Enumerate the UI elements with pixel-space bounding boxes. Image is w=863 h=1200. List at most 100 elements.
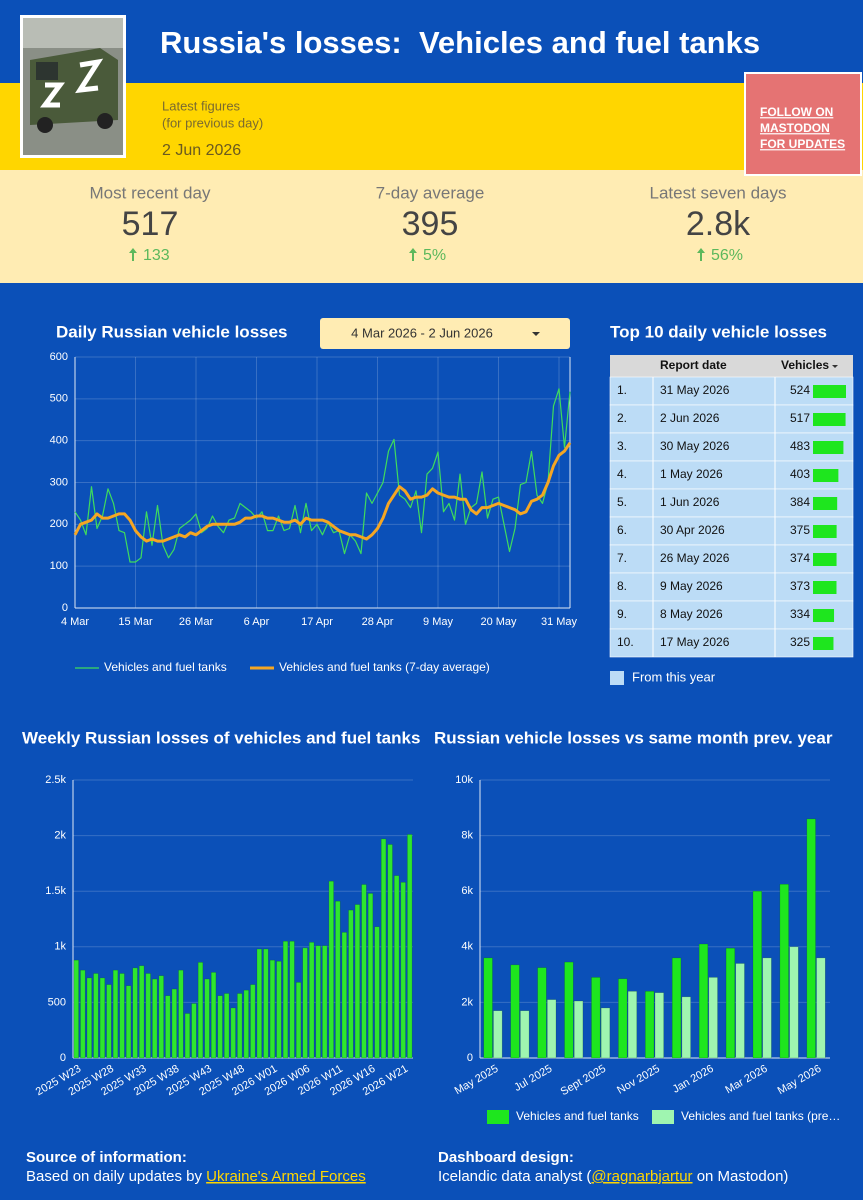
bar xyxy=(361,884,367,1059)
bar xyxy=(139,965,145,1059)
report-date: 1 May 2026 xyxy=(660,467,723,481)
bar xyxy=(698,943,709,1059)
table-legend: From this year xyxy=(632,669,716,684)
bar xyxy=(158,975,164,1059)
up-arrow xyxy=(409,248,417,261)
bar xyxy=(735,963,745,1059)
bar xyxy=(779,884,789,1059)
kpi-change: 56% xyxy=(711,247,743,264)
value-bar xyxy=(813,413,846,426)
design-text: Icelandic data analyst (@ragnarbjartur o… xyxy=(438,1168,788,1185)
report-date: 8 May 2026 xyxy=(660,607,723,621)
bar xyxy=(762,957,772,1059)
legend-swatch xyxy=(610,671,624,685)
report-date: 2 Jun 2026 xyxy=(660,411,720,425)
follow-button[interactable]: FOLLOW ON MASTODON FOR UPDATES xyxy=(744,72,862,176)
legend-label: Vehicles and fuel tanks (pre… xyxy=(681,1109,840,1123)
rank: 4. xyxy=(617,467,627,481)
y-tick-label: 2.5k xyxy=(45,774,66,786)
kpi-label: Most recent day xyxy=(90,183,211,202)
bar xyxy=(99,977,106,1059)
bar xyxy=(483,957,493,1059)
subtitle: (for previous day) xyxy=(162,115,263,130)
date-range[interactable]: 4 Mar 2026 - 2 Jun 2026 xyxy=(351,325,493,340)
y-tick-label: 100 xyxy=(50,560,68,572)
design-title: Dashboard design: xyxy=(438,1149,574,1166)
report-date: 30 Apr 2026 xyxy=(660,523,725,537)
follow-text[interactable]: MASTODON xyxy=(760,121,830,135)
bar xyxy=(295,982,302,1059)
bar xyxy=(816,957,826,1059)
y-tick-label: 1k xyxy=(54,941,66,953)
y-tick-label: 600 xyxy=(50,351,68,363)
bar xyxy=(204,978,210,1059)
y-tick-label: 6k xyxy=(461,885,473,897)
bar xyxy=(315,945,321,1059)
rank: 2. xyxy=(617,411,627,425)
design-link[interactable]: @ragnarbjartur xyxy=(591,1168,692,1185)
table-row xyxy=(609,516,854,546)
table-row xyxy=(609,600,854,630)
bar xyxy=(263,948,269,1059)
bar xyxy=(537,967,547,1059)
bar xyxy=(224,993,230,1059)
bar xyxy=(106,984,112,1059)
x-tick-label: 6 Apr xyxy=(244,616,270,628)
x-tick-label: 26 Mar xyxy=(179,616,214,628)
y-tick-label: 500 xyxy=(48,996,66,1008)
follow-text[interactable]: FOLLOW ON xyxy=(760,105,833,119)
bar xyxy=(335,900,341,1059)
bar xyxy=(493,1010,503,1059)
source-link[interactable]: Ukraine's Armed Forces xyxy=(206,1168,366,1185)
bar xyxy=(322,945,328,1059)
legend-label: Vehicles and fuel tanks xyxy=(516,1109,639,1123)
bar xyxy=(309,942,315,1059)
bar xyxy=(145,973,151,1059)
value: 375 xyxy=(790,523,810,537)
bar xyxy=(564,961,574,1059)
bar xyxy=(282,940,289,1059)
table-row xyxy=(609,572,854,602)
bar xyxy=(374,926,380,1059)
bar xyxy=(269,959,276,1059)
kpi-change: 133 xyxy=(143,247,170,264)
latest-date: 2 Jun 2026 xyxy=(162,142,241,159)
kpi-label: Latest seven days xyxy=(649,183,786,202)
x-tick-label: 9 May xyxy=(423,616,453,628)
value-bar xyxy=(813,469,839,482)
bar xyxy=(230,1007,236,1059)
line-series xyxy=(74,388,571,563)
y-tick-label: 0 xyxy=(62,602,68,614)
date-picker[interactable]: 4 Mar 2026 - 2 Jun 2026 xyxy=(320,318,570,349)
y-tick-label: 2k xyxy=(54,830,66,842)
x-tick-label: 28 Apr xyxy=(362,616,394,628)
photo xyxy=(20,15,126,158)
bar xyxy=(210,972,217,1059)
bar xyxy=(645,991,655,1059)
x-tick-label: 17 Apr xyxy=(301,616,333,628)
rank: 5. xyxy=(617,495,627,509)
follow-text[interactable]: FOR UPDATES xyxy=(760,137,845,151)
bar xyxy=(547,999,557,1059)
source-title: Source of information: xyxy=(26,1149,187,1166)
value-bar xyxy=(813,637,834,650)
bar xyxy=(125,985,132,1059)
x-tick-label: 4 Mar xyxy=(61,616,89,628)
bar xyxy=(380,838,387,1059)
page-title: Russia's losses: Vehicles and fuel tanks xyxy=(160,25,760,60)
bar xyxy=(627,991,638,1059)
bar xyxy=(600,1007,611,1059)
legend-swatch xyxy=(652,1110,674,1124)
bar xyxy=(93,973,99,1059)
y-tick-label: 1.5k xyxy=(45,885,66,897)
table-row xyxy=(609,376,854,406)
bar xyxy=(591,977,601,1059)
rank: 8. xyxy=(617,579,627,593)
table-row xyxy=(609,404,854,434)
bar xyxy=(302,947,308,1059)
line-series xyxy=(73,441,572,543)
value-bar xyxy=(813,497,838,510)
bar xyxy=(289,940,295,1059)
value: 374 xyxy=(790,551,810,565)
